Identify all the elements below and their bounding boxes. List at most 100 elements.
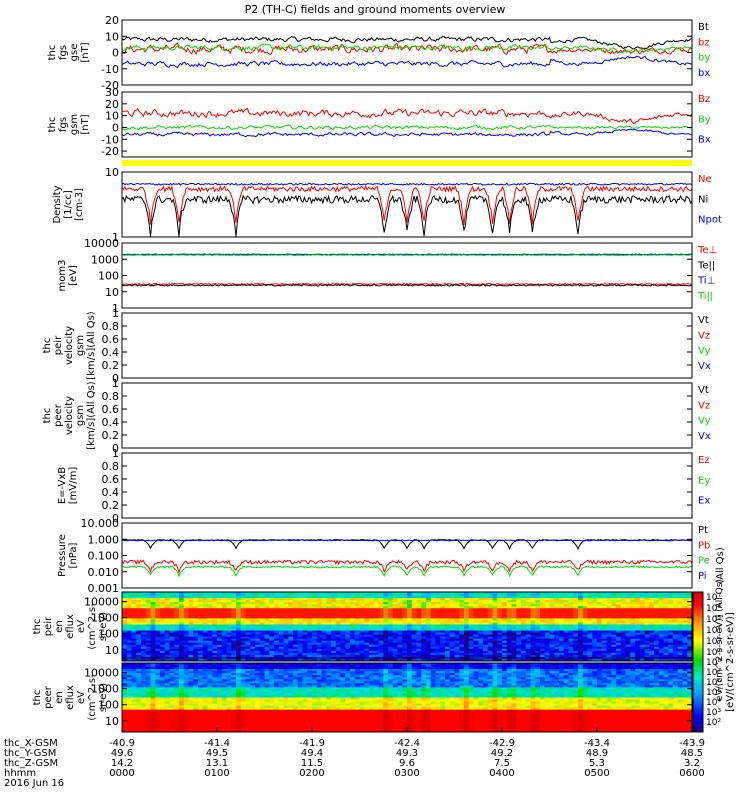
ylabel-line: eflux [65, 685, 76, 710]
yellow-status-bar [122, 160, 692, 166]
ylabel-line: gsm [75, 405, 86, 426]
ytick-label: 1 [112, 377, 119, 390]
ylabel-line: E=-VxB [57, 467, 68, 504]
xtick-label: -41.9 [299, 738, 325, 749]
series-Ti [121, 254, 693, 257]
colorbar-tick: 10² [706, 718, 721, 728]
ytick-label: 100 [98, 270, 119, 283]
ytick-label: 10000 [84, 667, 119, 680]
colorbar-tick: 10⁷ [706, 668, 721, 678]
legend-Npot: Npot [698, 215, 722, 226]
series-bx [121, 55, 693, 69]
ylabel-line: en [54, 620, 65, 633]
ylabel-line: (cm^2-s- [87, 674, 98, 721]
legend-Vx: Vx [698, 361, 711, 372]
ytick-label: 1000 [91, 612, 119, 625]
colorbar-tick: 10³ [706, 708, 721, 718]
ytick-label: 0.010 [88, 566, 120, 579]
series-Bt [121, 35, 693, 50]
ytick-label: 0.8 [102, 320, 120, 333]
ylabel-line: gsm [75, 335, 86, 356]
ytick-label: -10 [101, 133, 119, 146]
legend-Vz: Vz [698, 330, 710, 341]
ytick-label: 30 [105, 86, 119, 99]
ylabel-line: thc [42, 338, 53, 354]
ylabel-line: Density [52, 185, 63, 223]
xtick-label: 49.5 [206, 748, 228, 759]
ytick-label: -10 [101, 63, 119, 76]
legend-bz: bz [698, 37, 710, 48]
ylabel-line: [cm-3] [74, 188, 85, 221]
legend-Vz: Vz [698, 400, 710, 411]
ytick-label: 10 [105, 715, 119, 728]
legend-Vy: Vy [698, 346, 711, 357]
ytick-label: 10.000 [81, 517, 120, 530]
xtick-label: 0500 [584, 768, 609, 779]
xtick-label: 48.5 [681, 748, 703, 759]
legend-bx: bx [698, 68, 710, 79]
ytick-label: 0.4 [102, 346, 120, 359]
legend-Vy: Vy [698, 416, 711, 427]
ytick-label: 20 [105, 14, 119, 27]
series-Ti [121, 253, 693, 256]
ylabel-line: gse [69, 44, 80, 62]
xtick-label: 0100 [204, 768, 229, 779]
series-Pe [121, 565, 693, 578]
ylabel-line: (cm^2-s- [87, 603, 98, 650]
panel-pressure: 10.000 1.000 0.100 0.010 0.001 Pressure [nPa] P… [57, 517, 726, 595]
ylabel-line: peir [53, 335, 64, 355]
ytick-label: 1 [112, 307, 119, 320]
panel-peer_velocity: 10.80.60.40.20 thc peer velocity gsm [km/s](A… [42, 377, 711, 455]
series-Ne [121, 185, 693, 225]
ylabel-line: [eV] [68, 265, 79, 286]
series-Bx [121, 128, 693, 138]
ytick-label: 0.6 [102, 333, 120, 346]
legend-by: by [698, 53, 710, 64]
legend-Ni: Ni [698, 194, 708, 205]
ylabel-line: [nT] [80, 42, 91, 62]
ylabel-line: thc [32, 690, 43, 706]
ytick-label: 0 [112, 512, 119, 525]
ylabel-line: peir [43, 616, 54, 636]
legend-Pt: Pt [698, 525, 708, 536]
ylabel-line: en [54, 691, 65, 704]
ytick-label: 100 [98, 699, 119, 712]
ylabel-line: fgs [58, 45, 69, 60]
ylabel-line: [nPa] [68, 542, 79, 568]
xtick-label: 0600 [679, 768, 704, 779]
series-Bz [121, 107, 693, 124]
legend-Te: Te|| [697, 260, 715, 271]
legend-Vt: Vt [698, 315, 709, 326]
ylabel-line: thc [32, 619, 43, 635]
ytick-label: 0.8 [102, 460, 120, 473]
legend-Ne: Ne [698, 174, 712, 185]
ytick-label: 1 [112, 231, 119, 244]
ytick-label: 0.6 [102, 473, 120, 486]
ylabel-line: [1/cc] [63, 190, 74, 219]
xaxis-row-label: thc_X-GSM [4, 738, 58, 749]
panel-temperature: 10000 1000 100 10 1 mom3 [eV] Te⊥ Te|| Ti⊥ Ti|| [57, 237, 717, 315]
ylabel-line: velocity [64, 326, 75, 365]
ytick-label: 1000 [91, 253, 119, 266]
series-by [121, 43, 693, 54]
xtick-label: -41.4 [204, 738, 230, 749]
ytick-label: -20 [101, 145, 119, 158]
legend-Pe: Pe [698, 556, 710, 567]
series-Pb [121, 559, 693, 575]
ytick-label: 10 [105, 110, 119, 123]
series-By [121, 124, 693, 131]
colorbar-tick: 10⁶ [706, 678, 721, 688]
xtick-label: -43.9 [679, 738, 705, 749]
ylabel-line: [nT] [80, 114, 91, 134]
ytick-label: 0.2 [102, 359, 120, 372]
ytick-label: 0.001 [88, 582, 120, 595]
panel-fgs_gse: 20 10 0 -10 -20 thc fgs gse [nT] Bt bz by bx [47, 14, 710, 92]
colorbar-tick: 10⁶ [706, 604, 721, 614]
series-Npot [121, 182, 693, 186]
ytick-label: 0.100 [88, 550, 120, 563]
ytick-label: 10 [105, 644, 119, 657]
panel-density: 10 1 Density [1/cc] [cm-3] Ne Ni Npot [52, 166, 722, 244]
ytick-label: 10 [105, 30, 119, 43]
legend-Bz: Bz [698, 94, 710, 105]
